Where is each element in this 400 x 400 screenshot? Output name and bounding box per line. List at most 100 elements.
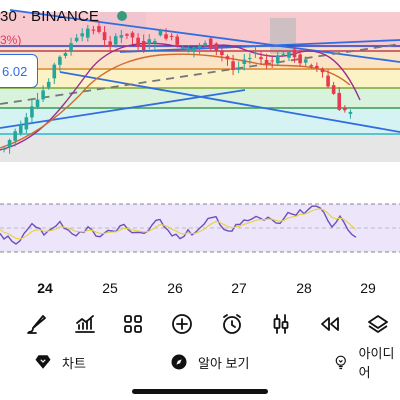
candle-body bbox=[86, 28, 90, 38]
candle-body bbox=[91, 29, 96, 31]
crosshair-dot[interactable] bbox=[117, 11, 127, 21]
indicators-icon[interactable] bbox=[70, 309, 100, 339]
candle-body bbox=[46, 81, 51, 88]
candle-body bbox=[298, 54, 302, 64]
candle-body bbox=[315, 65, 319, 69]
candle-body bbox=[275, 55, 280, 64]
candle-body bbox=[164, 34, 168, 39]
candle-body bbox=[125, 34, 129, 36]
candle-body bbox=[208, 38, 213, 50]
candle-body bbox=[303, 59, 308, 63]
candle-body bbox=[153, 40, 157, 44]
home-indicator bbox=[132, 389, 268, 394]
candle-body bbox=[326, 75, 330, 87]
candle-body bbox=[141, 41, 146, 51]
candle-body bbox=[287, 52, 291, 58]
candle-body bbox=[253, 52, 258, 54]
candle-body bbox=[41, 90, 45, 100]
templates-grid-icon[interactable] bbox=[118, 309, 148, 339]
chart-toolbar bbox=[0, 305, 400, 343]
candle-body bbox=[52, 64, 57, 79]
candle-body bbox=[58, 56, 62, 65]
price-badge: 6.02 bbox=[0, 54, 38, 88]
x-axis-label: 26 bbox=[167, 280, 183, 296]
candle-body bbox=[343, 108, 347, 111]
candle-body bbox=[13, 131, 17, 141]
x-axis-label: 28 bbox=[296, 280, 312, 296]
rsi-line bbox=[0, 205, 357, 245]
layers-icon[interactable] bbox=[363, 309, 393, 339]
candle-body bbox=[264, 60, 269, 64]
candle-body bbox=[192, 47, 196, 52]
candle-body bbox=[320, 68, 325, 73]
highlight-box bbox=[270, 18, 296, 54]
zone-yellow bbox=[0, 70, 400, 88]
candle-body bbox=[147, 39, 152, 45]
change-percent: 3%) bbox=[0, 33, 22, 47]
draw-brush-icon[interactable] bbox=[22, 309, 52, 339]
candle-body bbox=[80, 33, 85, 37]
replay-rewind-icon[interactable] bbox=[315, 309, 345, 339]
tab-chart-label: 차트 bbox=[62, 355, 86, 371]
candle-body bbox=[69, 43, 73, 51]
candle-body bbox=[158, 30, 163, 36]
tab-ideas-label: 아이디어 bbox=[358, 346, 395, 380]
candle-body bbox=[186, 48, 191, 51]
candle-body bbox=[248, 57, 252, 59]
diamond-icon bbox=[35, 355, 51, 369]
tab-chart[interactable]: 차트 bbox=[34, 348, 86, 376]
trend-lines bbox=[0, 9, 400, 133]
zone-green bbox=[0, 88, 400, 108]
candle-body bbox=[331, 85, 336, 94]
candle-body bbox=[225, 56, 230, 60]
x-axis-label: 27 bbox=[231, 280, 247, 296]
candle-body bbox=[130, 32, 135, 38]
candle-body bbox=[259, 57, 263, 60]
bottom-tabs: 차트 알아 보기 아이디어 bbox=[0, 346, 400, 380]
candle-body bbox=[18, 124, 23, 134]
candle-body bbox=[175, 36, 180, 45]
candle-body bbox=[2, 148, 6, 150]
candle-body bbox=[309, 65, 314, 67]
candle-body bbox=[35, 99, 40, 107]
zone-gray bbox=[0, 134, 400, 162]
x-axis-label: 25 bbox=[102, 280, 118, 296]
candle-body bbox=[197, 45, 202, 48]
candles-icon[interactable] bbox=[266, 309, 296, 339]
candle-body bbox=[281, 54, 286, 56]
rsi-signal-line bbox=[0, 208, 357, 240]
candle-body bbox=[348, 111, 353, 114]
compass-icon bbox=[171, 354, 187, 370]
alarm-clock-icon[interactable] bbox=[217, 309, 247, 339]
candle-body bbox=[30, 106, 34, 118]
candlestick-series bbox=[2, 20, 353, 154]
candle-body bbox=[236, 67, 241, 70]
candle-body bbox=[337, 93, 342, 110]
candle-body bbox=[136, 37, 140, 47]
candle-body bbox=[270, 60, 274, 62]
candle-body bbox=[119, 35, 124, 38]
rsi-panel bbox=[0, 203, 400, 253]
price-chart[interactable] bbox=[0, 0, 400, 290]
add-circle-icon[interactable] bbox=[167, 309, 197, 339]
candle-body bbox=[214, 43, 219, 51]
candle-body bbox=[292, 49, 297, 58]
candle-body bbox=[74, 37, 79, 42]
candle-body bbox=[242, 59, 247, 64]
candle-body bbox=[220, 51, 224, 56]
tab-explore-label: 알아 보기 bbox=[198, 355, 250, 371]
symbol-title[interactable]: 30 · BINANCE bbox=[0, 8, 100, 25]
candle-body bbox=[24, 117, 29, 130]
moving-averages bbox=[0, 42, 361, 151]
tab-explore[interactable]: 알아 보기 bbox=[170, 348, 249, 376]
candle-body bbox=[169, 35, 174, 37]
candle-body bbox=[203, 43, 207, 46]
candle-body bbox=[102, 32, 107, 41]
candle-body bbox=[7, 140, 12, 148]
lightbulb-icon bbox=[335, 355, 346, 370]
candle-body bbox=[97, 26, 101, 32]
candle-body bbox=[180, 47, 185, 49]
candle-body bbox=[113, 36, 118, 45]
tab-ideas[interactable]: 아이디어 bbox=[333, 346, 400, 380]
candle-body bbox=[231, 61, 235, 70]
